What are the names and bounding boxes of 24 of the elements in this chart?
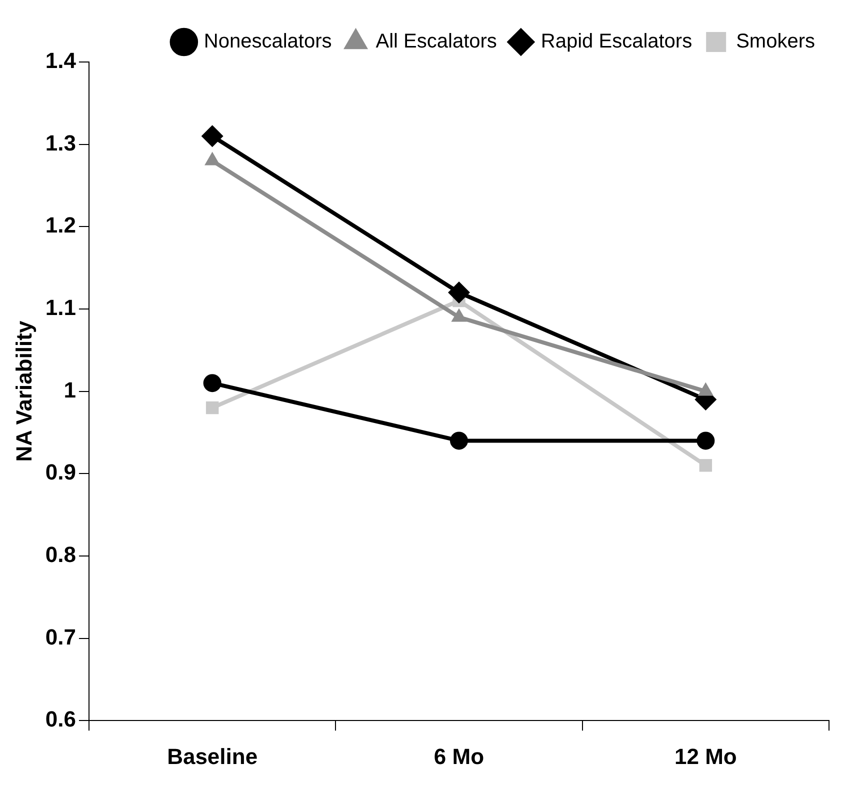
y-tick-label: 0.6 <box>45 706 76 732</box>
point <box>203 374 222 392</box>
y-tick-label: 0.7 <box>45 624 76 650</box>
point <box>448 282 470 304</box>
point <box>450 432 468 450</box>
y-tick-label: 0.8 <box>45 542 76 568</box>
legend-label: All Escalators <box>376 30 497 53</box>
y-axis-title: NA Variability <box>11 320 36 462</box>
y-tick-label: 0.9 <box>45 460 76 485</box>
y-tick-label: 1.4 <box>45 48 77 74</box>
x-tick-label: Baseline <box>167 744 258 769</box>
point <box>696 432 715 450</box>
x-tick-label: 12 Mo <box>674 744 737 769</box>
point <box>201 125 224 148</box>
legend-label: Smokers <box>736 30 815 53</box>
y-tick-label: 1 <box>64 377 76 402</box>
y-tick-label: 1.2 <box>45 212 76 238</box>
y-tick-label: 1.1 <box>45 295 76 320</box>
point <box>206 401 219 414</box>
legend-label: Rapid Escalators <box>540 30 692 53</box>
y-tick-label: 1.3 <box>45 130 76 156</box>
legend-label: Nonescalators <box>204 30 332 53</box>
point <box>699 459 712 472</box>
x-tick-label: 6 Mo <box>434 744 484 769</box>
